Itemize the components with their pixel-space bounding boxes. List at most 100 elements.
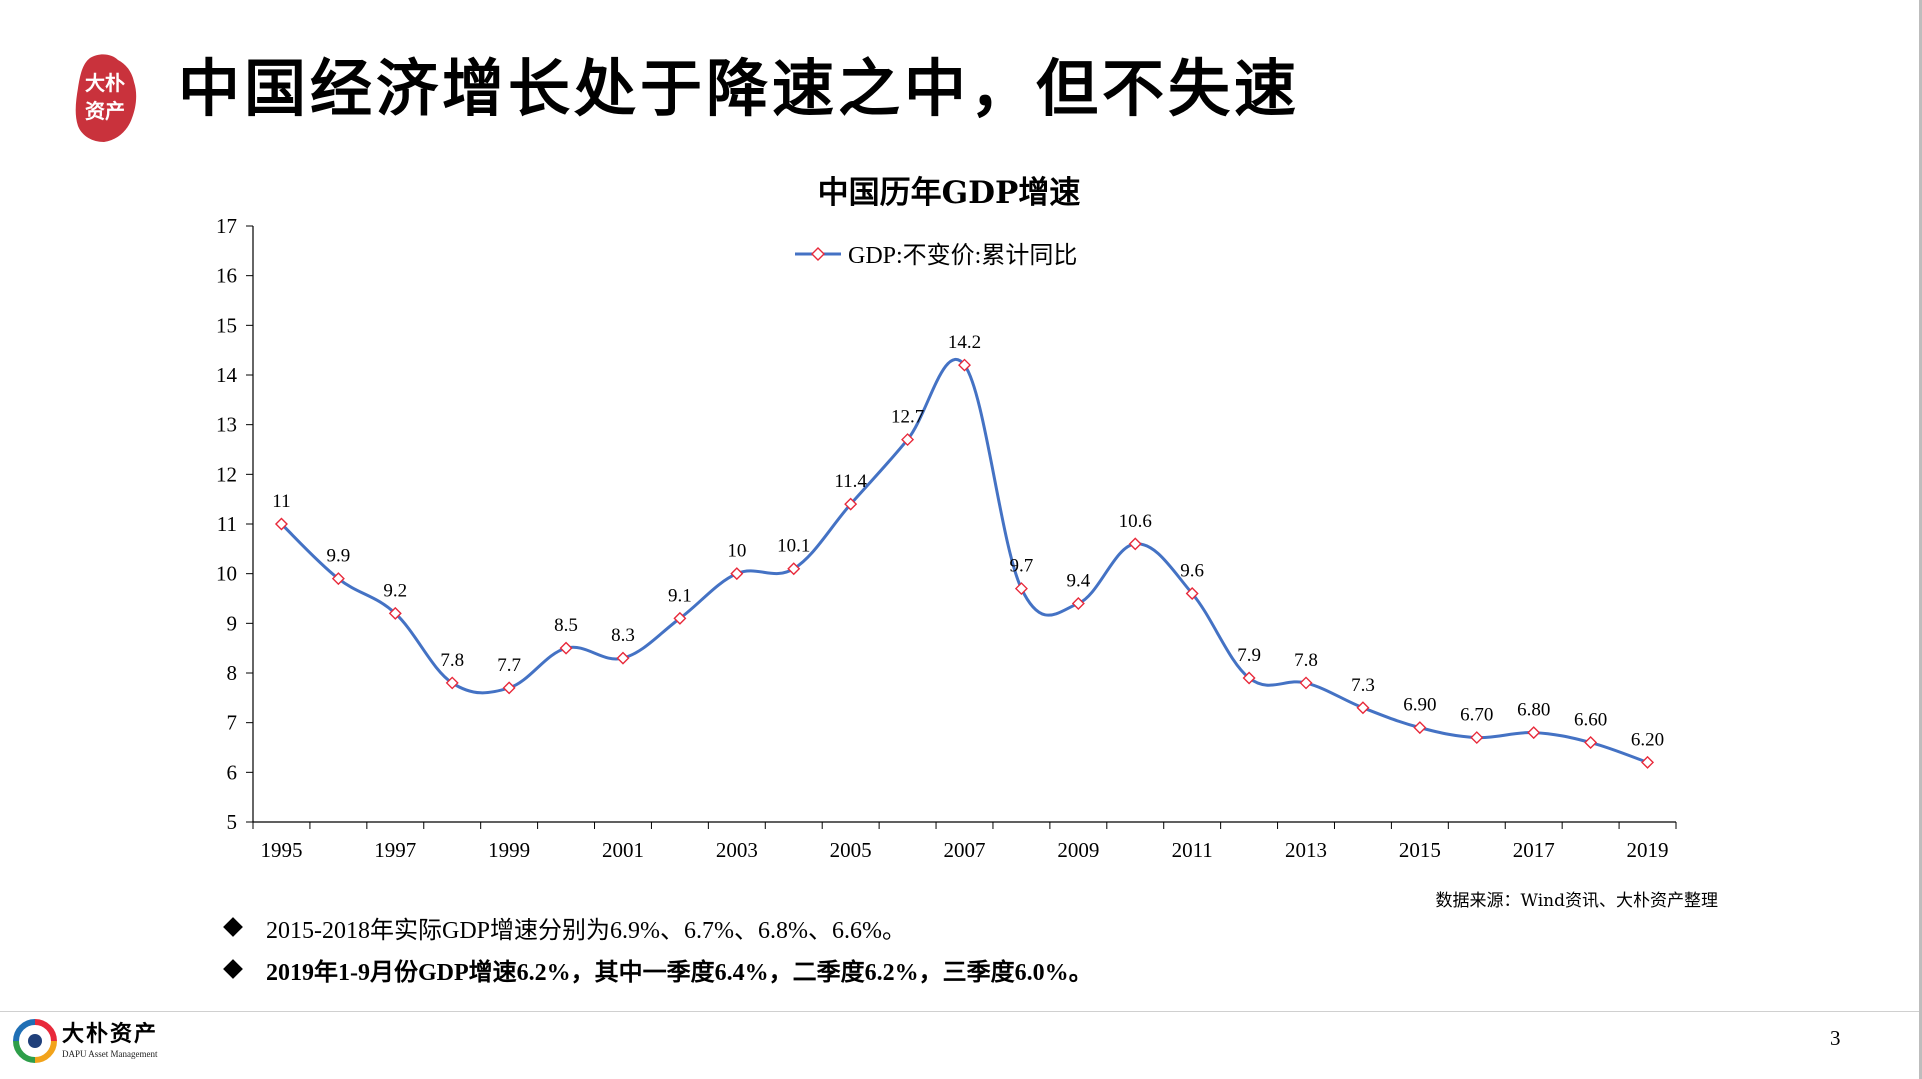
x-tick-label: 1995 [260,838,302,862]
data-point-marker [1299,676,1313,690]
data-label: 7.9 [1237,645,1261,666]
x-tick-label: 2007 [944,838,986,862]
data-label: 9.1 [668,585,692,606]
y-tick-label: 9 [227,611,238,635]
footer-brand: 大朴资产 DAPU Asset Management [62,1022,158,1060]
y-tick-label: 17 [216,214,237,238]
x-tick-label: 2017 [1513,838,1555,862]
data-point-marker [901,433,915,447]
y-tick-label: 8 [227,661,238,685]
data-point-marker [730,567,744,581]
data-point-marker [274,517,288,531]
data-point-marker [1128,537,1142,551]
data-point-marker [1470,731,1484,745]
bullet-text-2: 2019年1-9月份GDP增速6.2%，其中一季度6.4%，二季度6.2%，三季… [266,959,1093,986]
y-tick-label: 14 [216,363,238,387]
chart-axes: 5 6 7 8 9 10 11 12 13 14 15 16 17 1995 1997 1999 2001 200… [216,214,1677,862]
data-label: 10.6 [1119,511,1152,532]
x-tick-label: 2009 [1057,838,1099,862]
footer-divider [0,1011,1919,1012]
diamond-bullet-icon [223,917,243,937]
data-label: 6.20 [1631,729,1664,750]
source-note: 数据来源：Wind资讯、大朴资产整理 [1435,891,1718,911]
data-label: 14.2 [948,332,981,353]
x-tick-label: 2005 [830,838,872,862]
y-tick-label: 7 [227,711,238,735]
y-tick-label: 16 [216,264,237,288]
x-tick-label: 2019 [1627,838,1669,862]
data-point-marker [1242,671,1256,685]
page-number: 3 [1830,1026,1841,1050]
data-point-marker [1413,721,1427,735]
chart-legend: GDP:不变价:累计同比 [795,242,1077,269]
data-point-marker [1071,596,1085,610]
x-tick-label: 2013 [1285,838,1327,862]
footer-brand-english: DAPU Asset Management [62,1049,158,1059]
data-label: 7.7 [497,655,521,676]
y-tick-label: 13 [216,413,237,437]
data-point-marker [559,641,573,655]
data-label: 9.6 [1180,561,1204,582]
dapu-circle-logo [13,1019,57,1063]
data-label: 8.3 [611,625,635,646]
seal-text-top: 大朴 [85,71,125,95]
series-line-gdp [280,357,1649,764]
y-tick-label: 6 [227,760,238,784]
x-tick-label: 2015 [1399,838,1441,862]
x-tick-label: 2003 [716,838,758,862]
x-tick-label: 2001 [602,838,644,862]
data-label: 6.60 [1574,710,1607,731]
data-point-marker [958,358,971,372]
data-label: 6.70 [1460,705,1493,726]
chart-series: 11 9.9 9.2 7.8 7.7 8.5 8.3 9.1 10 10.1 11.4 12.7 14.… [272,332,1664,769]
slide-right-border [1919,0,1922,1079]
y-tick-label: 15 [216,313,237,337]
data-point-marker [1014,582,1028,596]
data-label: 6.90 [1403,695,1436,716]
bullet-item-2: 2019年1-9月份GDP增速6.2%，其中一季度6.4%，二季度6.2%，三季… [222,948,1093,990]
footer-brand-name: 大朴资产 [62,1022,159,1047]
data-point-marker [1356,701,1370,715]
data-label: 9.9 [327,546,351,567]
data-point-marker [388,606,402,620]
data-point-marker [1584,736,1598,750]
data-label: 10 [727,541,746,562]
y-tick-label: 5 [227,810,238,834]
bullet-list: 2015-2018年实际GDP增速分别为6.9%、6.7%、6.8%、6.6%。… [222,906,1093,990]
data-point-marker [673,611,687,625]
data-point-marker [787,562,801,576]
data-point-marker [445,676,459,690]
diamond-bullet-icon [223,959,243,979]
chart-title: 中国历年GDP增速 [818,175,1081,211]
data-label: 11.4 [834,471,867,492]
bullet-item-1: 2015-2018年实际GDP增速分别为6.9%、6.7%、6.8%、6.6%。 [222,906,1093,948]
data-point-marker [502,681,516,695]
data-point-marker [1527,726,1541,740]
data-label: 8.5 [554,615,578,636]
legend-series-label: GDP:不变价:累计同比 [848,242,1077,269]
x-tick-label: 2011 [1172,838,1213,862]
data-label: 11 [272,491,290,512]
data-label: 12.7 [891,407,924,428]
data-label: 6.80 [1517,700,1550,721]
data-label: 9.2 [383,580,407,601]
y-tick-label: 10 [216,562,237,586]
slide-title: 中国经济增长处于降速之中，但不失速 [178,52,1301,125]
bullet-text-1: 2015-2018年实际GDP增速分别为6.9%、6.7%、6.8%、6.6%。 [266,917,906,944]
data-point-marker [844,497,858,511]
data-point-marker [1185,587,1199,601]
y-tick-label: 12 [216,462,237,486]
data-label: 7.8 [440,650,464,671]
x-tick-label: 1999 [488,838,530,862]
data-point-marker [331,572,345,586]
data-point-marker [616,651,630,665]
legend-marker-swatch [811,247,825,261]
data-label: 7.3 [1351,675,1375,696]
data-label: 9.7 [1010,556,1034,577]
data-label: 7.8 [1294,650,1318,671]
dapu-seal-logo: 大朴 资产 [75,54,137,142]
y-tick-label: 11 [217,512,237,536]
x-tick-label: 1997 [374,838,416,862]
